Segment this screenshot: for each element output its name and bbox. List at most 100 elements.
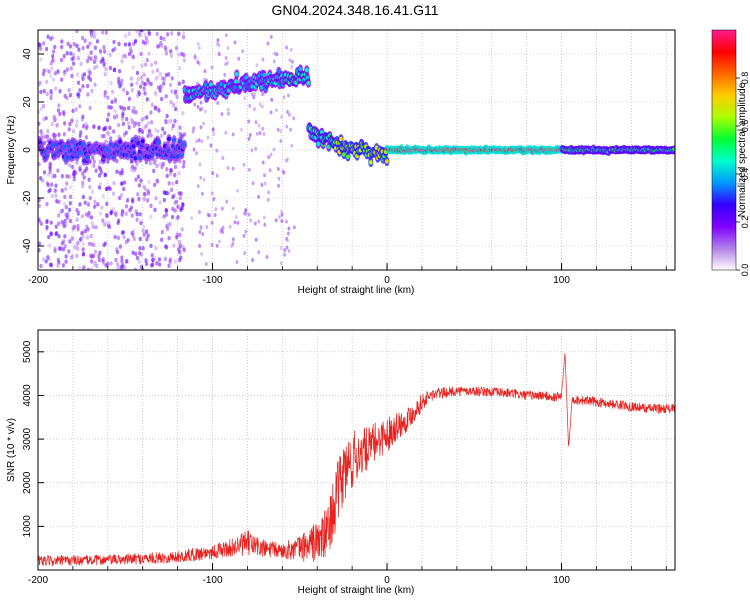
spectrogram-noise-cell — [171, 181, 175, 186]
spectrogram-noise-cell — [72, 41, 76, 47]
spectrogram-noise-cell — [104, 186, 108, 192]
spectrogram-noise-cell — [174, 45, 179, 51]
spectrogram-noise-cell — [38, 42, 41, 47]
spectrogram-noise-cell — [175, 94, 179, 100]
spectrogram-noise-cell — [162, 197, 166, 203]
spectrogram-noise-cell — [64, 186, 68, 192]
colorbar-tick-label: 0.0 — [740, 264, 750, 277]
snr-series-line — [38, 353, 675, 567]
spectrogram-noise-cell — [151, 69, 155, 75]
spectrogram-noise-cell — [279, 129, 283, 134]
spectrogram-noise-cell — [206, 135, 210, 140]
spectrogram-noise-cell — [115, 114, 119, 119]
spectrogram-noise-cell — [48, 169, 52, 175]
spectrogram-noise-cell — [221, 156, 225, 161]
spectrogram-noise-cell — [197, 61, 201, 66]
spectrogram-noise-cell — [178, 66, 182, 71]
spectrogram-band-cell — [54, 142, 59, 148]
spectrogram-noise-cell — [172, 102, 176, 108]
snr-y-tick-label: 1000 — [22, 515, 33, 538]
spectrogram-noise-cell — [38, 121, 41, 126]
spectrogram-noise-cell — [94, 168, 98, 173]
spectrogram-noise-cell — [137, 259, 141, 264]
spectrogram-noise-cell — [109, 80, 113, 85]
spectrogram-noise-cell — [64, 205, 68, 210]
spectrogram-noise-cell — [111, 191, 116, 196]
spectrogram-noise-cell — [143, 32, 147, 37]
spectrogram-noise-cell — [231, 166, 235, 171]
spectrogram-noise-cell — [105, 213, 109, 218]
spectrogram-noise-cell — [272, 59, 276, 64]
spectrogram-noise-cell — [154, 76, 158, 81]
spectrogram-noise-cell — [65, 181, 69, 186]
spectrogram-noise-cell — [49, 262, 54, 268]
spectrogram-noise-cell — [89, 233, 93, 239]
spectrogram-noise-cell — [177, 52, 181, 57]
spectrogram-noise-cell — [107, 131, 111, 136]
spectrogram-noise-cell — [129, 205, 134, 210]
spectrogram-noise-cell — [174, 106, 178, 112]
spectrogram-noise-cell — [145, 237, 149, 242]
spectrogram-noise-cell — [152, 168, 156, 174]
spectrogram-noise-cell — [280, 219, 284, 224]
spectrogram-noise-cell — [169, 100, 173, 105]
spectrogram-noise-cell — [61, 246, 66, 252]
spectrogram-noise-cell — [53, 44, 57, 50]
spectrogram-noise-cell — [258, 102, 262, 107]
spectrogram-noise-cell — [98, 211, 102, 216]
spectrogram-noise-cell — [80, 214, 84, 219]
spectrogram-noise-cell — [293, 225, 296, 230]
spectrogram-noise-cell — [149, 110, 153, 115]
spectrogram-noise-cell — [165, 173, 169, 179]
spectrogram-noise-cell — [223, 72, 227, 77]
spectrogram-noise-cell — [261, 160, 265, 165]
spectrogram-noise-cell — [105, 117, 110, 123]
spectrogram-noise-cell — [146, 233, 150, 238]
spectrogram-noise-cell — [103, 222, 107, 227]
spectrogram-noise-cell — [204, 109, 207, 114]
spectrogram-noise-cell — [224, 130, 228, 135]
snr-y-axis-label: SNR (10 * v/v) — [6, 418, 17, 482]
spectrogram-noise-cell — [123, 53, 127, 59]
spectrogram-noise-cell — [167, 181, 171, 186]
spectrogram-noise-cell — [255, 63, 259, 68]
spectrogram-noise-cell — [65, 95, 69, 101]
spectrogram-noise-cell — [105, 201, 109, 207]
spectrogram-noise-cell — [113, 211, 118, 216]
spectrogram-noise-cell — [101, 193, 105, 199]
spectrogram-noise-cell — [76, 227, 80, 232]
spectrogram-noise-cell — [227, 111, 230, 116]
spectrogram-noise-cell — [154, 246, 158, 251]
spectrogram-noise-cell — [178, 232, 182, 238]
spectrogram-noise-cell — [235, 259, 239, 264]
spectrogram-noise-cell — [103, 72, 107, 77]
spectrogram-noise-cell — [81, 124, 85, 129]
spectrogram-noise-cell — [50, 182, 54, 187]
spectrogram-noise-cell — [136, 174, 141, 179]
spectrogram-noise-cell — [131, 233, 135, 238]
spectrogram-y-tick-label: -20 — [22, 190, 33, 205]
spectrogram-noise-cell — [145, 229, 149, 234]
spectrogram-noise-cell — [76, 56, 80, 61]
spectrogram-noise-cell — [120, 259, 124, 264]
spectrogram-noise-cell — [139, 51, 143, 57]
spectrogram-noise-cell — [202, 177, 206, 182]
spectrogram-noise-cell — [68, 218, 73, 224]
spectrogram-noise-cell — [168, 171, 173, 177]
spectrogram-noise-cell — [61, 263, 65, 268]
spectrogram-noise-cell — [253, 92, 256, 97]
spectrogram-noise-cell — [258, 131, 262, 136]
spectrogram-noise-cell — [159, 133, 164, 138]
spectrogram-noise-cell — [231, 206, 235, 211]
spectrogram-noise-cell — [108, 52, 112, 58]
spectrogram-noise-cell — [147, 179, 151, 185]
spectrogram-noise-cell — [57, 260, 61, 265]
spectrogram-noise-cell — [167, 72, 171, 77]
spectrogram-noise-cell — [224, 33, 228, 38]
spectrogram-noise-cell — [154, 157, 158, 162]
spectrogram-noise-cell — [199, 175, 203, 180]
spectrogram-noise-cell — [56, 168, 60, 173]
spectrogram-noise-cell — [104, 139, 108, 144]
spectrogram-noise-cell — [135, 30, 139, 34]
spectrogram-band-cell — [166, 148, 171, 154]
